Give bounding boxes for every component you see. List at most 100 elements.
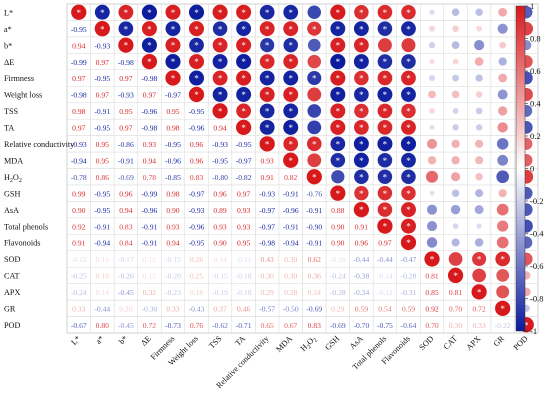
cell-circle	[377, 38, 392, 53]
colorbar-tick-label: 1	[530, 1, 534, 11]
cell-value: -0.96	[189, 222, 205, 231]
colorbar-tick-label: -0.8	[530, 294, 543, 304]
cell-circle	[330, 119, 346, 135]
cell-circle	[400, 136, 417, 152]
cell-circle	[354, 70, 369, 86]
cell-value: -0.45	[118, 288, 134, 297]
cell-value: 0.15	[96, 255, 109, 264]
cell-circle	[236, 119, 252, 135]
cell-circle	[451, 172, 461, 182]
significance-star: *	[406, 8, 411, 18]
significance-star: *	[265, 107, 270, 117]
cell-value: 0.33	[472, 321, 485, 330]
cell-circle	[447, 267, 464, 284]
significance-star: *	[359, 57, 364, 67]
colorbar	[515, 5, 526, 332]
cell-value: -0.91	[118, 156, 134, 165]
cell-value: -0.38	[353, 272, 369, 281]
significance-star: *	[194, 8, 199, 18]
column-label: L*	[69, 334, 82, 347]
cell-circle	[377, 21, 393, 36]
cell-circle	[259, 136, 275, 152]
significance-star: *	[288, 107, 293, 117]
cell-circle	[283, 21, 299, 37]
significance-star: *	[383, 57, 388, 67]
cell-value: -0.91	[94, 107, 110, 116]
cell-value: -0.31	[401, 288, 417, 297]
cell-circle	[497, 23, 508, 34]
cell-value: 0.93	[261, 156, 274, 165]
cell-value: -0.11	[236, 255, 252, 264]
significance-star: *	[288, 74, 293, 84]
cell-value: -0.95	[165, 140, 181, 149]
cell-circle	[452, 223, 459, 229]
colorbar-tick-label: 0.4	[530, 99, 541, 109]
significance-star: *	[383, 222, 388, 232]
cell-value: -0.76	[306, 189, 322, 198]
cell-circle	[429, 58, 435, 65]
significance-star: *	[288, 8, 293, 18]
cell-circle	[307, 70, 322, 86]
significance-star: *	[100, 8, 105, 18]
significance-star: *	[383, 123, 388, 133]
significance-star: *	[406, 189, 411, 199]
cell-circle	[353, 136, 369, 152]
cell-value: 0.98	[72, 107, 85, 116]
cell-circle	[236, 21, 252, 37]
significance-star: *	[336, 24, 341, 34]
cell-circle	[452, 25, 459, 32]
cell-value: 0.96	[355, 239, 368, 248]
cell-value: 0.97	[378, 239, 391, 248]
cell-circle	[330, 4, 346, 20]
cell-value: -0.95	[71, 25, 87, 34]
cell-value: 0.99	[72, 189, 85, 198]
significance-star: *	[477, 287, 482, 297]
cell-circle	[401, 169, 416, 184]
cell-value: 0.65	[261, 321, 274, 330]
cell-value: 0.89	[213, 206, 226, 215]
cell-circle	[141, 37, 157, 53]
significance-star: *	[383, 107, 388, 117]
cell-value: -0.91	[94, 222, 110, 231]
cell-circle	[354, 186, 369, 201]
cell-value: 0.83	[308, 321, 321, 330]
cell-circle	[236, 54, 252, 70]
column-label: POD	[512, 334, 530, 352]
cell-circle	[377, 70, 393, 86]
significance-star: *	[312, 24, 317, 34]
cell-circle	[472, 268, 486, 283]
cell-circle	[307, 136, 322, 152]
cell-circle	[475, 156, 484, 165]
cell-value: 0.29	[331, 305, 344, 314]
cell-value: -0.26	[118, 272, 134, 281]
cell-circle	[401, 21, 416, 37]
significance-star: *	[336, 57, 341, 67]
cell-circle	[475, 172, 483, 181]
significance-star: *	[265, 24, 270, 34]
cell-value: 0.85	[425, 288, 438, 297]
cell-circle	[330, 185, 346, 201]
cell-value: 0.76	[190, 321, 203, 330]
significance-star: *	[336, 189, 341, 199]
cell-circle	[401, 70, 416, 86]
cell-value: 0.37	[213, 305, 226, 314]
significance-star: *	[336, 123, 341, 133]
cell-value: -0.95	[94, 124, 110, 133]
significance-star: *	[288, 24, 293, 34]
cell-value: 0.93	[237, 206, 250, 215]
cell-value: -0.97	[165, 91, 181, 100]
significance-star: *	[171, 8, 176, 18]
significance-star: *	[430, 255, 435, 265]
cell-circle	[377, 218, 393, 234]
significance-star: *	[218, 41, 223, 51]
significance-star: *	[359, 74, 364, 84]
significance-star: *	[241, 90, 246, 100]
significance-star: *	[288, 90, 293, 100]
cell-value: -0.98	[259, 239, 275, 248]
significance-star: *	[218, 90, 223, 100]
row-label: TSS	[4, 107, 19, 116]
cell-value: -0.19	[212, 288, 228, 297]
cell-circle	[429, 124, 435, 130]
significance-star: *	[194, 74, 199, 84]
colorbar-tick-label: 0.2	[530, 131, 541, 141]
